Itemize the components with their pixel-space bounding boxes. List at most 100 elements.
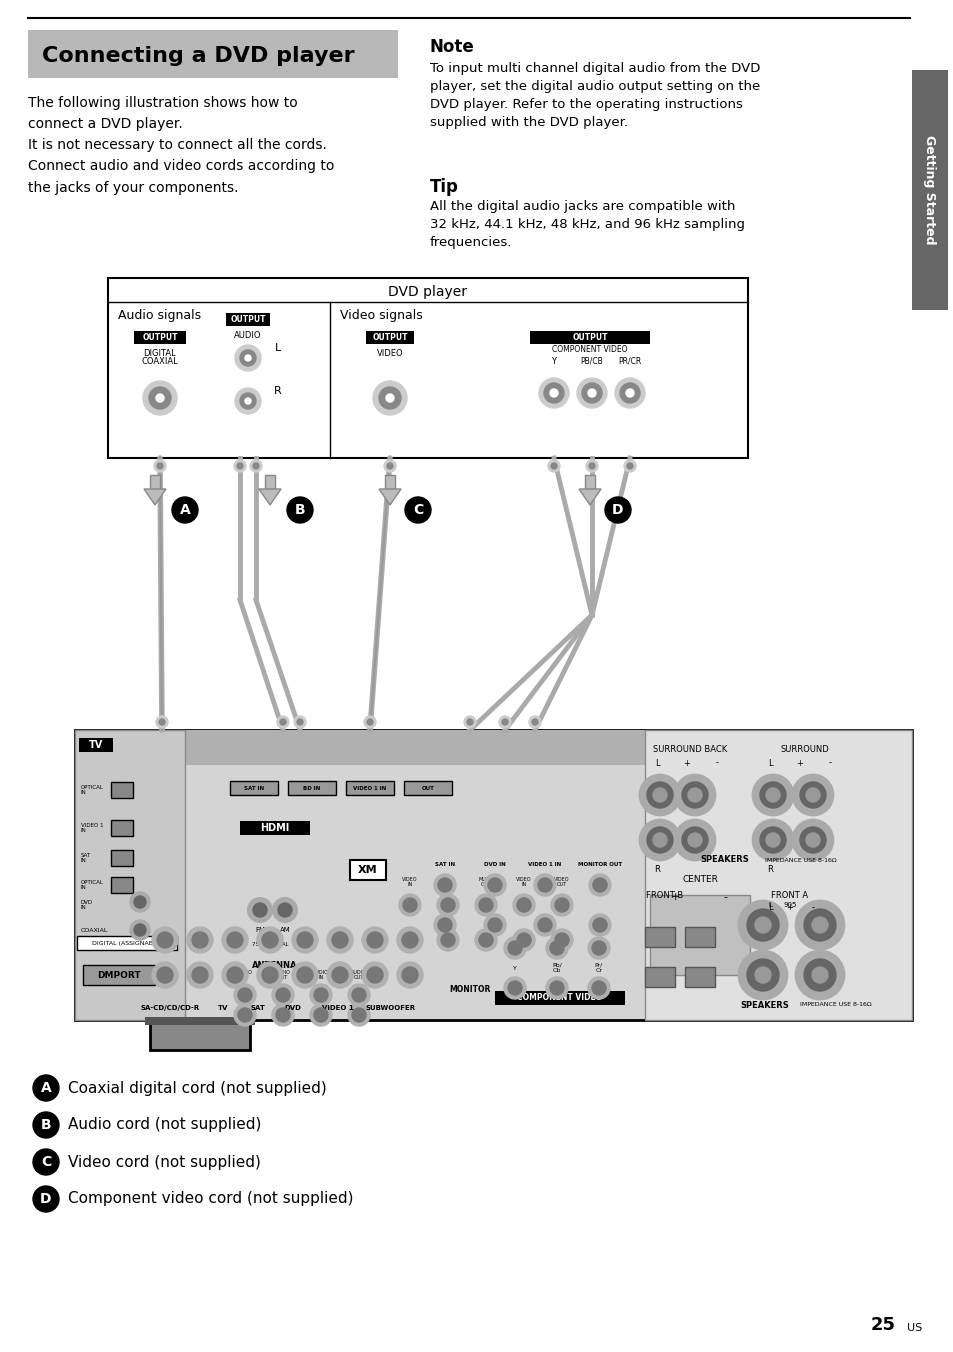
Circle shape xyxy=(503,937,525,959)
Circle shape xyxy=(187,963,213,988)
Circle shape xyxy=(262,932,277,948)
Circle shape xyxy=(478,933,493,946)
Circle shape xyxy=(498,717,511,727)
Circle shape xyxy=(401,967,417,983)
FancyBboxPatch shape xyxy=(366,331,414,343)
FancyBboxPatch shape xyxy=(79,738,112,752)
Circle shape xyxy=(478,898,493,913)
Circle shape xyxy=(378,387,400,410)
FancyBboxPatch shape xyxy=(350,860,386,880)
Circle shape xyxy=(287,498,313,523)
Text: IMPEDANCE USE 8-16Ω: IMPEDANCE USE 8-16Ω xyxy=(764,857,836,863)
Circle shape xyxy=(675,775,714,815)
Text: AUDIO
OUT: AUDIO OUT xyxy=(351,969,367,980)
Text: VIDEO 1 IN: VIDEO 1 IN xyxy=(528,863,561,868)
Circle shape xyxy=(248,898,272,922)
Circle shape xyxy=(387,462,393,469)
Text: AM: AM xyxy=(279,927,290,933)
Circle shape xyxy=(352,1009,366,1022)
Circle shape xyxy=(33,1111,59,1138)
Circle shape xyxy=(273,898,296,922)
Text: SURROUND BACK: SURROUND BACK xyxy=(652,745,726,754)
Circle shape xyxy=(639,821,679,860)
Text: MULTI
OUT: MULTI OUT xyxy=(478,876,493,887)
Text: All the digital audio jacks are compatible with
32 kHz, 44.1 kHz, 48 kHz, and 96: All the digital audio jacks are compatib… xyxy=(430,200,744,249)
Circle shape xyxy=(805,788,820,802)
Text: Video cord (not supplied): Video cord (not supplied) xyxy=(68,1155,260,1169)
Circle shape xyxy=(587,977,609,999)
Circle shape xyxy=(276,717,289,727)
Circle shape xyxy=(367,967,382,983)
Text: HDMI: HDMI xyxy=(260,823,290,833)
Circle shape xyxy=(795,900,843,949)
FancyBboxPatch shape xyxy=(230,781,277,795)
Text: DVD: DVD xyxy=(284,1005,301,1011)
FancyBboxPatch shape xyxy=(644,967,675,987)
FancyBboxPatch shape xyxy=(385,475,395,489)
FancyBboxPatch shape xyxy=(111,850,132,867)
Circle shape xyxy=(332,932,348,948)
Circle shape xyxy=(227,932,243,948)
Text: B: B xyxy=(294,503,305,516)
Circle shape xyxy=(687,833,701,846)
FancyBboxPatch shape xyxy=(75,730,185,1019)
Circle shape xyxy=(280,719,286,725)
Text: OUTPUT: OUTPUT xyxy=(230,315,266,324)
Text: Audio signals: Audio signals xyxy=(118,310,201,323)
Circle shape xyxy=(517,898,531,913)
Text: SA-CD/CD/CD-R: SA-CD/CD/CD-R xyxy=(140,1005,199,1011)
Circle shape xyxy=(245,397,251,404)
FancyBboxPatch shape xyxy=(530,331,649,343)
Text: IMPEDANCE USE 8-16Ω: IMPEDANCE USE 8-16Ω xyxy=(800,1002,871,1007)
Circle shape xyxy=(275,1009,290,1022)
Text: A: A xyxy=(179,503,191,516)
Text: Coaxial digital cord (not supplied): Coaxial digital cord (not supplied) xyxy=(68,1080,327,1095)
Circle shape xyxy=(172,498,198,523)
Circle shape xyxy=(436,929,458,950)
Circle shape xyxy=(467,719,473,725)
Circle shape xyxy=(811,917,827,933)
Text: SAT: SAT xyxy=(251,1005,265,1011)
Circle shape xyxy=(588,914,610,936)
Circle shape xyxy=(440,933,455,946)
Circle shape xyxy=(437,877,452,892)
Circle shape xyxy=(157,932,172,948)
Circle shape xyxy=(296,719,303,725)
Text: +: + xyxy=(670,892,679,902)
Circle shape xyxy=(792,775,832,815)
Circle shape xyxy=(275,988,290,1002)
Text: C: C xyxy=(413,503,423,516)
Circle shape xyxy=(488,877,501,892)
Circle shape xyxy=(396,927,422,953)
Circle shape xyxy=(545,977,567,999)
Circle shape xyxy=(626,462,633,469)
Text: DIGITAL: DIGITAL xyxy=(144,349,176,357)
Circle shape xyxy=(501,719,507,725)
Circle shape xyxy=(760,827,785,853)
Circle shape xyxy=(402,898,416,913)
FancyBboxPatch shape xyxy=(495,991,624,1005)
FancyBboxPatch shape xyxy=(77,936,177,950)
Circle shape xyxy=(551,929,573,950)
Circle shape xyxy=(272,984,294,1006)
Circle shape xyxy=(240,350,255,366)
Text: AUDIO
OUT: AUDIO OUT xyxy=(274,969,291,980)
Text: -: - xyxy=(827,758,831,768)
Text: TV: TV xyxy=(217,1005,228,1011)
Circle shape xyxy=(537,877,552,892)
Text: SAT IN: SAT IN xyxy=(244,786,264,791)
Text: SAT IN: SAT IN xyxy=(435,863,455,868)
FancyBboxPatch shape xyxy=(240,821,310,836)
Circle shape xyxy=(592,982,605,995)
Text: The following illustration shows how to
connect a DVD player.
It is not necessar: The following illustration shows how to … xyxy=(28,96,334,195)
Circle shape xyxy=(752,775,792,815)
Circle shape xyxy=(292,927,317,953)
FancyBboxPatch shape xyxy=(226,314,270,326)
Circle shape xyxy=(550,389,558,397)
Circle shape xyxy=(503,977,525,999)
Circle shape xyxy=(292,963,317,988)
Circle shape xyxy=(687,788,701,802)
Text: +: + xyxy=(683,758,690,768)
FancyBboxPatch shape xyxy=(111,877,132,894)
FancyBboxPatch shape xyxy=(145,1017,254,1025)
